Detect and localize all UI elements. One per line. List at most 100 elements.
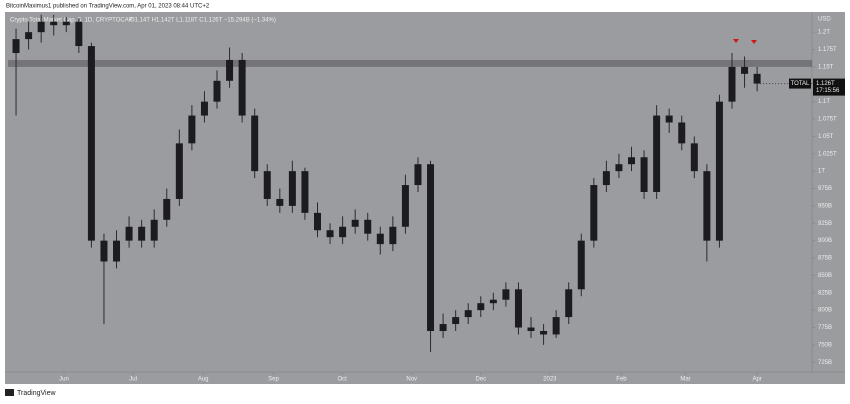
candle-body xyxy=(288,171,296,206)
candle-body xyxy=(690,143,698,172)
candle-body xyxy=(326,230,334,238)
candle-body xyxy=(753,73,761,84)
y-tick-label: 1.025T xyxy=(818,151,837,157)
x-tick-label: Jul xyxy=(129,377,137,383)
candle-body xyxy=(163,198,171,220)
candle-body xyxy=(351,219,359,227)
logo xyxy=(5,389,14,396)
last-price-label: 1.126T xyxy=(816,81,835,87)
candle-body xyxy=(615,164,623,172)
candle-body xyxy=(12,39,20,54)
candle-body xyxy=(138,226,146,241)
last-price-box xyxy=(813,78,845,96)
candle-body xyxy=(125,226,133,241)
candle-body xyxy=(414,164,422,186)
symbol-label: TOTAL xyxy=(791,81,810,87)
x-tick-label: Aug xyxy=(198,377,209,383)
candle-body xyxy=(678,122,686,144)
candle-body xyxy=(238,59,246,116)
y-tick-label: 825B xyxy=(818,290,832,296)
y-tick-label: 1.175T xyxy=(818,47,837,53)
candle-body xyxy=(728,66,736,102)
candle-body xyxy=(464,310,472,318)
candle-body xyxy=(87,46,95,241)
x-tick-label: Dec xyxy=(475,377,486,383)
candle-body xyxy=(113,240,121,262)
candle-body xyxy=(301,171,309,213)
candle-body xyxy=(188,115,196,144)
header: BitcoinMaximus1 published on TradingView… xyxy=(6,4,210,10)
candle-body xyxy=(263,171,271,199)
y-tick-label: 1.1T xyxy=(818,99,830,105)
candle-body xyxy=(339,226,347,238)
candle-body xyxy=(364,219,372,234)
y-tick-label: 750B xyxy=(818,342,832,348)
x-tick-label: Nov xyxy=(406,377,417,383)
candle-body xyxy=(25,32,33,40)
candle-body xyxy=(653,115,661,192)
candle-body xyxy=(665,115,673,123)
candle-body xyxy=(489,299,497,304)
peak-marker xyxy=(733,39,757,44)
y-tick-label: 975B xyxy=(818,186,832,192)
x-tick-label: Feb xyxy=(616,377,627,383)
y-tick-label: 850B xyxy=(818,273,832,279)
ohlc-text: O1.14T H1.142T L1.118T C1.126T −15.294B … xyxy=(130,18,276,24)
candle-body xyxy=(389,226,397,245)
y-tick-label: 1.075T xyxy=(818,117,837,123)
candle-body xyxy=(527,327,535,331)
candle-body xyxy=(741,66,749,74)
candle-body xyxy=(502,289,510,300)
x-tick-label: Oct xyxy=(337,377,347,383)
candle-body xyxy=(439,324,447,331)
chart-title: Crypto Total Market Cap, 5, 1D, CRYPTOCA… xyxy=(10,18,133,24)
candle-body xyxy=(427,164,435,331)
candle-body xyxy=(100,240,108,262)
resistance-zone xyxy=(8,59,812,67)
candle-body xyxy=(50,21,58,26)
candle-body xyxy=(251,115,259,172)
x-tick-label: Sep xyxy=(268,377,279,383)
candle-body xyxy=(477,303,485,311)
candle-body xyxy=(75,21,83,47)
y-tick-label: 1.15T xyxy=(818,64,834,70)
candle-body xyxy=(150,219,158,241)
candle-body xyxy=(200,101,208,116)
x-tick-label: Jun xyxy=(59,377,69,383)
candle-body xyxy=(552,317,560,335)
candle-body xyxy=(590,185,598,241)
currency: USD xyxy=(818,17,831,23)
candle-body xyxy=(276,198,284,206)
y-tick-label: 800B xyxy=(818,308,832,314)
symbol-box xyxy=(789,78,811,89)
y-tick-label: 775B xyxy=(818,325,832,331)
y-tick-label: 1.05T xyxy=(818,134,834,140)
candle-body xyxy=(376,233,384,245)
candle-body xyxy=(213,80,221,102)
candle-body xyxy=(226,59,234,81)
candle-body xyxy=(62,21,70,26)
candle-body xyxy=(628,157,636,165)
candle-body xyxy=(452,317,460,325)
candle-body xyxy=(175,143,183,199)
candle-body xyxy=(602,171,610,186)
x-tick-label: Mar xyxy=(680,377,690,383)
candle-body xyxy=(514,289,522,328)
y-tick-label: 875B xyxy=(818,256,832,262)
candle-body xyxy=(715,101,723,241)
candle-body xyxy=(313,212,321,231)
y-tick-label: 925B xyxy=(818,221,832,227)
y-tick-label: 725B xyxy=(818,360,832,366)
x-tick-label: 2023 xyxy=(543,377,557,383)
candle-body xyxy=(577,240,585,290)
candle-body xyxy=(401,185,409,227)
candle-body xyxy=(540,330,548,335)
countdown: 17:15:56 xyxy=(816,88,840,94)
candle-body xyxy=(565,289,573,318)
x-tick-label: Apr xyxy=(752,377,761,383)
y-tick-label: 1T xyxy=(818,169,825,175)
y-tick-label: 900B xyxy=(818,238,832,244)
candle-body xyxy=(640,157,648,192)
